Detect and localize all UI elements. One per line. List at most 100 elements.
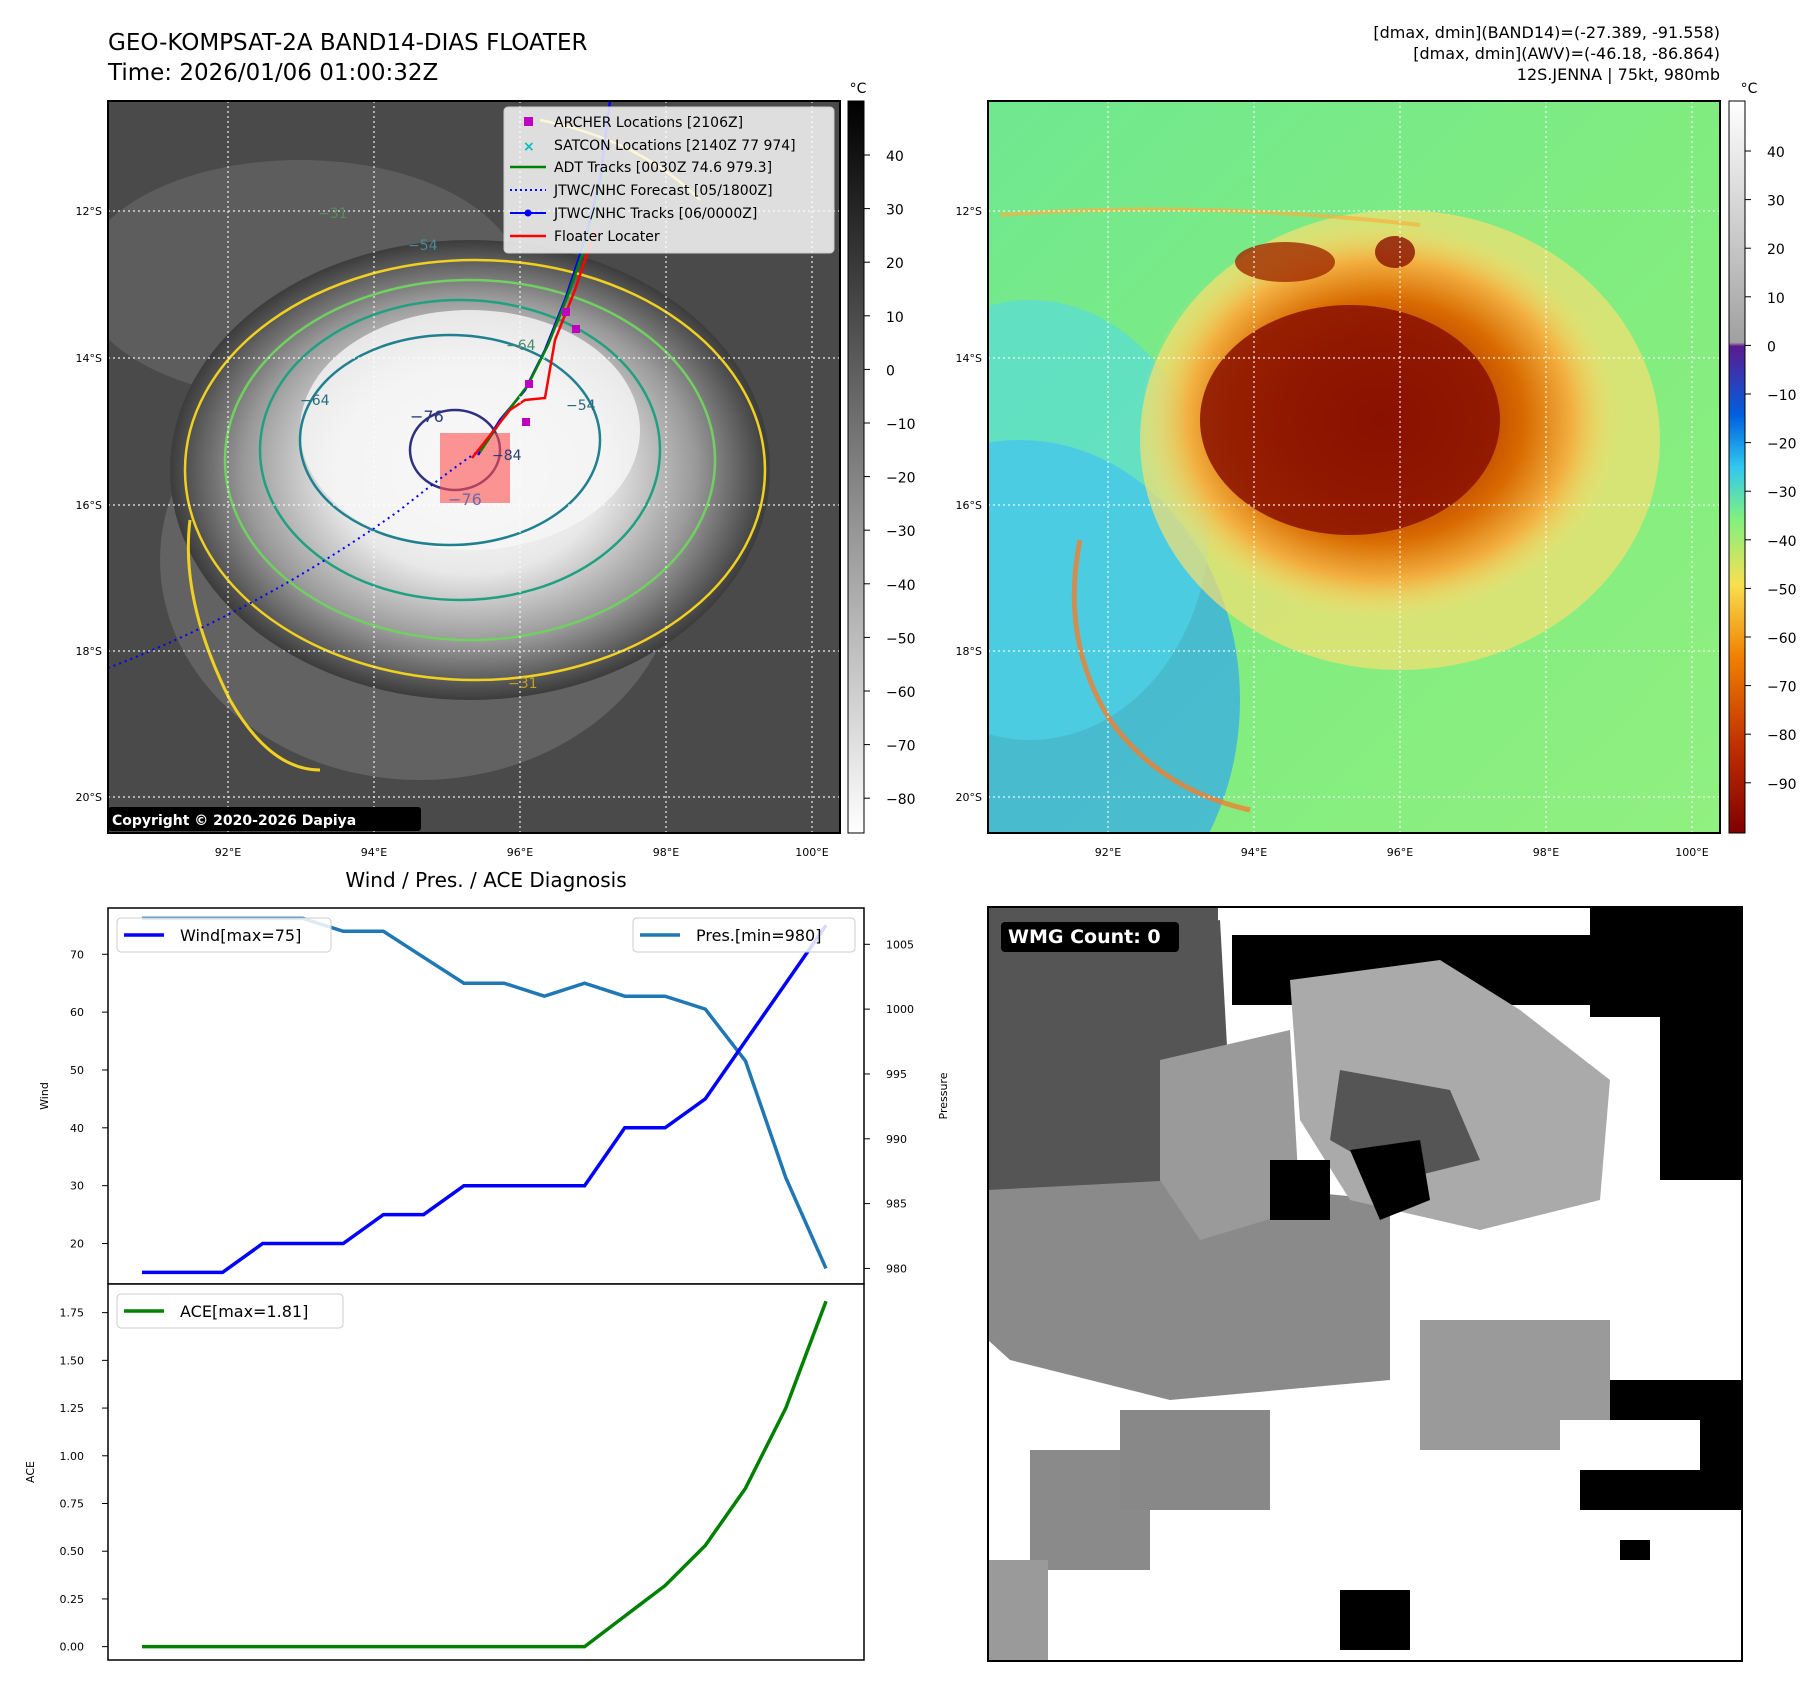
pressure-axis-label: 985: [886, 1198, 907, 1211]
ace-axis-label: 0.50: [60, 1545, 85, 1558]
contour-label: −76: [448, 490, 482, 509]
awv-colorbar-tick-label: 40: [1767, 145, 1785, 161]
awv-colorbar-tick-label: −30: [1767, 485, 1797, 501]
pressure-legend-label: Pres.[min=980]: [696, 926, 821, 945]
track-legend: ARCHER Locations [2106Z] × SATCON Locati…: [503, 106, 835, 254]
legend-satcon: SATCON Locations [2140Z 77 974]: [554, 138, 796, 154]
wind-axis-label: 60: [70, 1006, 84, 1019]
contour-label: −76: [410, 407, 444, 426]
ir-colorbar-tick-label: −60: [886, 685, 916, 701]
legend-floater: Floater Locater: [554, 229, 660, 245]
ir-colorbar-tick-label: 40: [886, 149, 904, 165]
north-rainband: [999, 207, 1421, 227]
wind-axis-label: Wind: [38, 1082, 51, 1110]
ir-colorbar-tick-label: −70: [886, 739, 916, 755]
lat-label: 14°S: [956, 352, 982, 365]
contour-label: −64: [300, 393, 330, 409]
ir-colorbar-tick-label: −10: [886, 417, 916, 433]
lon-label: 96°E: [1387, 846, 1413, 859]
awv-gridlines: [988, 101, 1720, 833]
legend-archer: ARCHER Locations [2106Z]: [554, 115, 743, 131]
band14-range: [dmax, dmin](BAND14)=(-27.389, -91.558): [1373, 23, 1720, 42]
wind-pressure-frame: [107, 907, 865, 1285]
ace-axis-label: ACE: [24, 1461, 37, 1483]
wind-legend-box: [116, 917, 332, 953]
contour-label: −31: [508, 676, 538, 692]
copyright-text: Copyright © 2020-2026 Dapiya: [112, 813, 356, 829]
ir-colorbar-tick-label: 0: [886, 363, 895, 379]
pressure-axis-label: 1000: [886, 1003, 914, 1016]
awv-map-panel: 12°S 14°S 16°S 18°S 20°S 92°E 94°E 96°E …: [956, 100, 1721, 859]
awv-colorbar-tick-label: 30: [1767, 194, 1785, 210]
ace-frame: [107, 1283, 865, 1661]
lon-label: 94°E: [1241, 846, 1267, 859]
contour-label: −54: [566, 398, 596, 414]
wind-series-line: [142, 924, 828, 1275]
awv-colorbar-tick-label: −60: [1767, 631, 1797, 647]
contour-label: −64: [506, 338, 536, 354]
legend-adt: ADT Tracks [0030Z 74.6 979.3]: [554, 160, 772, 176]
lon-label: 100°E: [1675, 846, 1708, 859]
lon-label: 100°E: [795, 846, 828, 859]
lon-label: 94°E: [361, 846, 387, 859]
contour-minus31: [183, 258, 767, 682]
lat-label: 16°S: [76, 499, 102, 512]
pressure-legend-box: [632, 917, 856, 953]
floater-track: [471, 229, 597, 459]
ir-colorbar-tick-label: 10: [886, 310, 904, 326]
legend-forecast: JTWC/NHC Forecast [05/1800Z]: [553, 183, 773, 199]
awv-map-frame: [987, 100, 1721, 834]
ir-colorbar-tick-label: −30: [886, 524, 916, 540]
ir-colorbar-tick-label: −20: [886, 471, 916, 487]
wmg-count-box: [1001, 922, 1179, 952]
ace-legend-label: ACE[max=1.81]: [180, 1302, 308, 1321]
floater-box: [440, 433, 510, 503]
figure-title: GEO-KOMPSAT-2A BAND14-DIAS FLOATER: [108, 30, 588, 56]
lon-label: 98°E: [653, 846, 679, 859]
contour-minus64: [258, 298, 662, 602]
ace-series-line: [142, 1300, 828, 1649]
contour-label: −54: [408, 238, 438, 254]
storm-info: 12S.JENNA | 75kt, 980mb: [1517, 65, 1720, 84]
wind-legend-label: Wind[max=75]: [180, 926, 301, 945]
ir-colorbar: °C 40 30 20 10 0 −10 −20 −30 −40 −50 −60 −70 −80: [847, 81, 916, 834]
pressure-axis-label: 1005: [886, 938, 914, 951]
awv-colorbar-tick-label: 20: [1767, 242, 1785, 258]
ace-axis-label: 1.00: [60, 1450, 85, 1463]
ace-axis-label: 0.75: [60, 1497, 85, 1510]
ir-colorbar-tick-label: 20: [886, 256, 904, 272]
pressure-axis-label: 995: [886, 1068, 907, 1081]
ace-axis-label: 1.50: [60, 1354, 85, 1367]
tracks-legend-dot: [524, 209, 532, 217]
wind-axis-label: 50: [70, 1064, 84, 1077]
lat-label: 12°S: [956, 205, 982, 218]
awv-colorbar-tick-label: −50: [1767, 582, 1797, 598]
awv-colorbar-tick-label: −70: [1767, 680, 1797, 696]
ace-panel: ACE 0.00 0.25 0.50 0.75 1.00 1.25 1.50 1.75 ACE…: [24, 1283, 865, 1661]
ir-colorbar-bar: [847, 100, 865, 834]
ace-axis-label: 1.25: [60, 1402, 85, 1415]
wind-axis-label: 30: [70, 1180, 84, 1193]
archer-marker: [572, 325, 580, 333]
awv-colorbar: °C 40 30 20 10 0 −10 −20 −30 −40 −50 −60 −70 −80 −90: [1728, 81, 1797, 834]
outer-band-contour: [186, 519, 321, 772]
contour-label: −84: [492, 448, 522, 464]
ir-colorbar-unit: °C: [850, 81, 867, 97]
awv-colorbar-tick-label: −90: [1767, 777, 1797, 793]
lat-label: 16°S: [956, 499, 982, 512]
ace-legend-box: [116, 1293, 344, 1329]
ir-colorbar-tick-label: −80: [886, 792, 916, 808]
contour-minus54: [223, 278, 717, 642]
ace-axis-label: 0.25: [60, 1593, 85, 1606]
ace-axis-label: 1.75: [60, 1307, 85, 1320]
pressure-axis-label: Pressure: [937, 1072, 950, 1119]
awv-colorbar-tick-label: −10: [1767, 388, 1797, 404]
legend-box: [503, 106, 835, 254]
archer-marker: [522, 418, 530, 426]
lat-label: 20°S: [956, 791, 982, 804]
figure-time: Time: 2026/01/06 01:00:32Z: [107, 60, 438, 86]
ir-colorbar-tick-label: −40: [886, 578, 916, 594]
awv-colorbar-bar: [1728, 100, 1746, 834]
contour-minus76: [298, 333, 602, 547]
